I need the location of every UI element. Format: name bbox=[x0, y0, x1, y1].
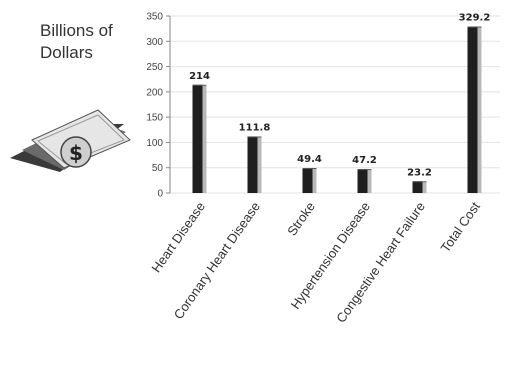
bar-side bbox=[202, 85, 207, 193]
y-tick-label: 0 bbox=[157, 189, 163, 200]
bar bbox=[357, 169, 372, 193]
value-label: 111.8 bbox=[239, 122, 271, 133]
y-tick-label: 50 bbox=[152, 163, 164, 174]
bar-top bbox=[302, 168, 317, 170]
bar-top bbox=[467, 26, 482, 28]
bar-top bbox=[412, 181, 427, 183]
category-label: Stroke bbox=[284, 199, 318, 238]
money-icon: $ bbox=[10, 109, 131, 172]
value-label: 214 bbox=[189, 71, 210, 82]
bar-front bbox=[247, 136, 258, 193]
y-tick-label: 250 bbox=[146, 62, 163, 73]
bar bbox=[412, 181, 427, 193]
y-tick-label: 350 bbox=[146, 12, 163, 23]
bar-front bbox=[302, 168, 313, 193]
category-label: Total Cost bbox=[438, 199, 484, 255]
dollar-sign: $ bbox=[69, 141, 83, 165]
value-label: 329.2 bbox=[459, 13, 491, 24]
y-tick-label: 100 bbox=[146, 138, 163, 149]
bar bbox=[467, 26, 482, 193]
bar-side bbox=[422, 182, 427, 193]
bar-top bbox=[247, 136, 262, 138]
bar-front bbox=[357, 169, 368, 193]
bar-top bbox=[192, 84, 207, 86]
value-label: 23.2 bbox=[407, 167, 432, 178]
bar-front bbox=[412, 181, 423, 193]
bar-side bbox=[477, 27, 482, 193]
y-tick-label: 200 bbox=[146, 87, 163, 98]
value-label: 49.4 bbox=[297, 154, 322, 165]
category-label: Heart Disease bbox=[148, 199, 208, 275]
bar-side bbox=[367, 170, 372, 193]
bar bbox=[192, 84, 207, 193]
bar-front bbox=[192, 84, 203, 193]
y-tick-label: 150 bbox=[146, 113, 163, 124]
bar bbox=[302, 168, 317, 193]
y-axis-label: Billions of Dollars bbox=[40, 21, 113, 62]
bar-front bbox=[467, 26, 478, 193]
bar bbox=[247, 136, 262, 193]
bar-top bbox=[357, 169, 372, 171]
bar-side bbox=[312, 169, 317, 193]
bar-side bbox=[257, 137, 262, 193]
value-label: 47.2 bbox=[352, 155, 377, 166]
y-tick-label: 300 bbox=[146, 37, 163, 48]
